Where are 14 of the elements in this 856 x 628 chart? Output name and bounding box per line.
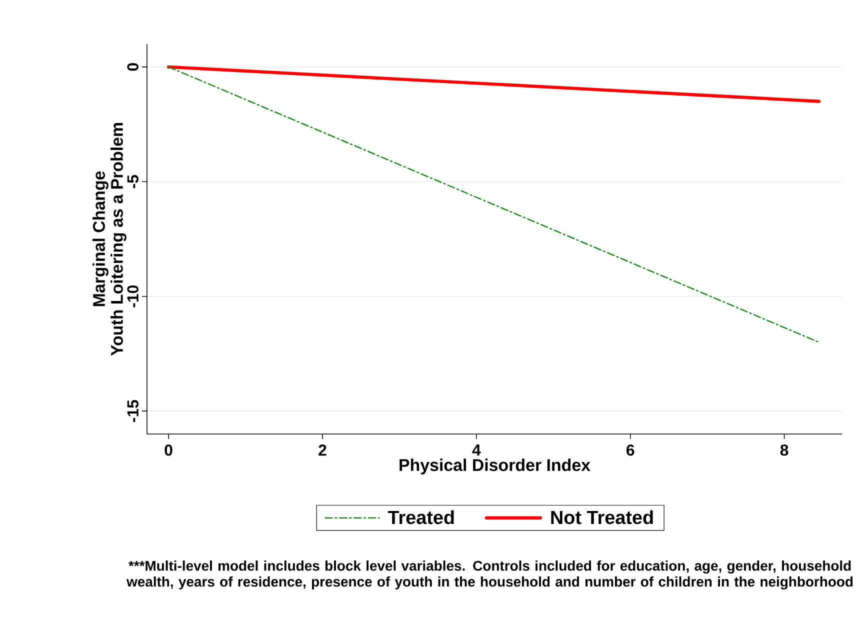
y-tick-label: -15 bbox=[127, 400, 138, 422]
text: ***Multi-level model includes block level variables. Controls included for education, age, gender, household wealth, years of residence, presence of youth in the household and number of children in the neighborhood bbox=[126, 560, 853, 590]
x-tick-label: 0 bbox=[164, 444, 172, 456]
x-tick-label: 6 bbox=[626, 444, 634, 456]
y-axis-title: Marginal Change Youth Loitering as a Problem bbox=[92, 123, 126, 356]
y-tick-label: -10 bbox=[127, 285, 138, 308]
y-tick-label: -5 bbox=[127, 175, 138, 188]
legend-label: Treated bbox=[388, 510, 454, 524]
legend-label: Not Treated bbox=[551, 510, 653, 524]
x-tick-label: 2 bbox=[318, 444, 326, 456]
x-tick-label: 4 bbox=[472, 444, 481, 456]
y-tick-label: 0 bbox=[127, 63, 138, 71]
x-tick-label: 8 bbox=[780, 444, 788, 456]
x-axis-title: Physical Disorder Index bbox=[400, 458, 590, 474]
